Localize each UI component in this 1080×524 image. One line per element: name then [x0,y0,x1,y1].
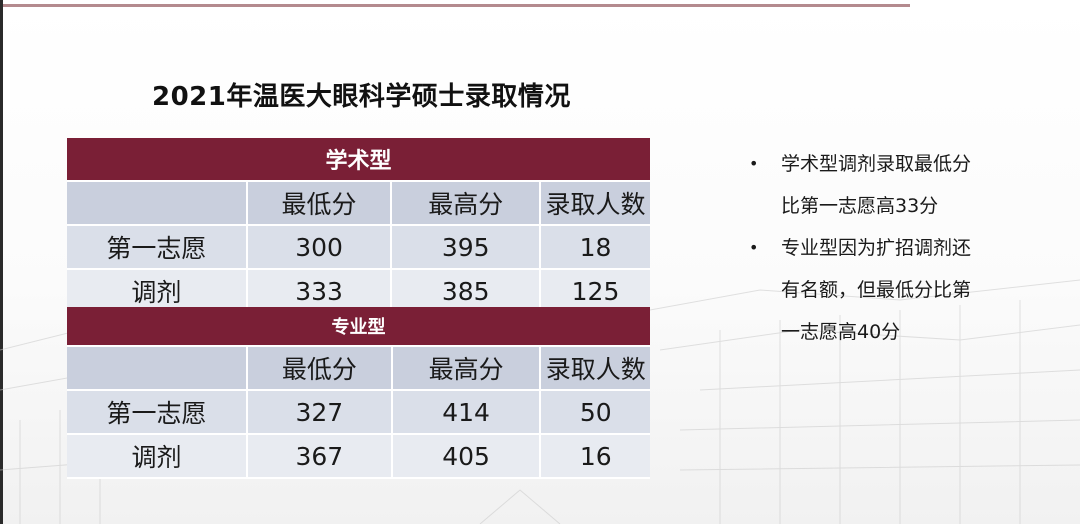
bullet-icon: • [749,154,759,173]
min-score: 300 [247,226,393,270]
note-text: 学术型调剂录取最低分比第一志愿高33分 [781,153,972,217]
row-label: 调剂 [67,270,248,314]
column-header-blank [67,182,248,226]
page-title: 2021年温医大眼科学硕士录取情况 [152,82,571,112]
notes-list: • 学术型调剂录取最低分比第一志愿高33分 • 专业型因为扩招调剂还有名额，但最… [745,143,985,353]
row-label: 第一志愿 [67,391,248,435]
min-score: 327 [247,391,393,435]
table-row: 第一志愿 327 414 50 [67,391,650,435]
column-header-count: 录取人数 [541,182,650,226]
academic-table: 学术型 最低分 最高分 录取人数 第一志愿 300 395 18 调剂 333 … [67,138,650,314]
admitted-count: 18 [541,226,650,270]
max-score: 405 [392,435,542,479]
academic-column-header-row: 最低分 最高分 录取人数 [67,182,650,226]
column-header-max: 最高分 [392,182,542,226]
row-label: 第一志愿 [67,226,248,270]
column-header-min: 最低分 [247,347,393,391]
min-score: 333 [247,270,393,314]
column-header-max: 最高分 [392,347,542,391]
note-text: 专业型因为扩招调剂还有名额，但最低分比第一志愿高40分 [781,237,972,343]
admitted-count: 125 [541,270,650,314]
professional-group-header: 专业型 [67,307,650,347]
window-edge [0,0,3,524]
table-row: 第一志愿 300 395 18 [67,226,650,270]
column-header-min: 最低分 [247,182,393,226]
academic-group-label: 学术型 [67,138,650,182]
table-row: 调剂 333 385 125 [67,270,650,314]
table-row: 调剂 367 405 16 [67,435,650,479]
academic-group-header: 学术型 [67,138,650,182]
professional-table: 专业型 最低分 最高分 录取人数 第一志愿 327 414 50 调剂 367 … [67,307,650,479]
column-header-blank [67,347,248,391]
professional-group-label: 专业型 [67,307,650,347]
max-score: 414 [392,391,542,435]
max-score: 395 [392,226,542,270]
list-item: • 学术型调剂录取最低分比第一志愿高33分 [745,143,985,227]
bullet-icon: • [749,238,759,257]
admitted-count: 50 [541,391,650,435]
professional-column-header-row: 最低分 最高分 录取人数 [67,347,650,391]
top-rule [0,4,910,7]
column-header-count: 录取人数 [541,347,650,391]
admitted-count: 16 [541,435,650,479]
min-score: 367 [247,435,393,479]
row-label: 调剂 [67,435,248,479]
list-item: • 专业型因为扩招调剂还有名额，但最低分比第一志愿高40分 [745,227,985,353]
